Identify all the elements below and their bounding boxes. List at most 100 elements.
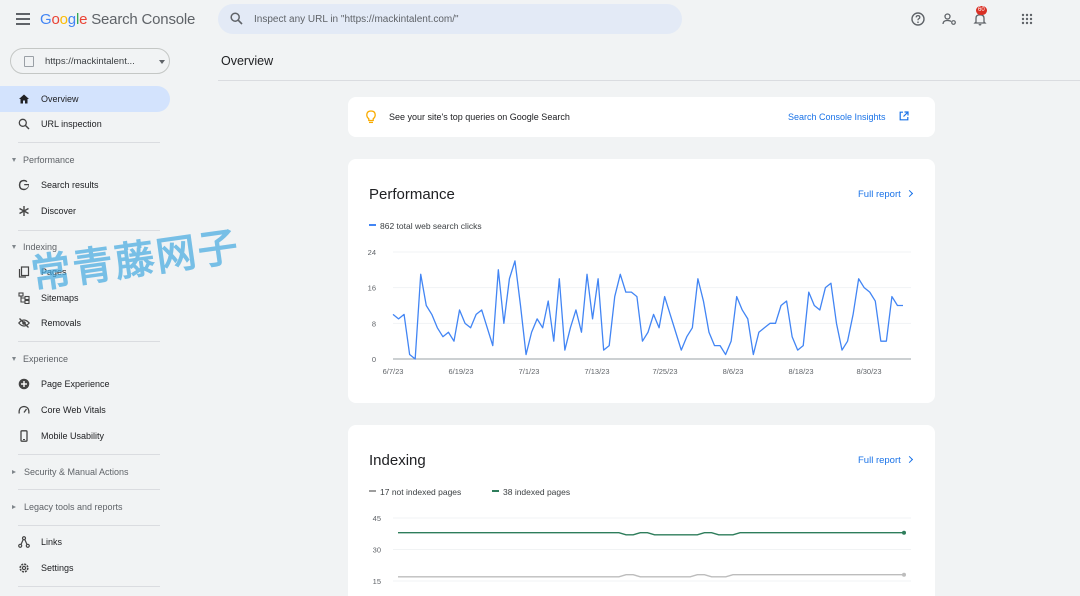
sidebar-item-mobile-usability[interactable]: Mobile Usability bbox=[0, 423, 170, 449]
apps-grid-icon[interactable] bbox=[1018, 10, 1036, 28]
collapse-arrow-icon bbox=[12, 245, 16, 249]
section-title: Security & Manual Actions bbox=[24, 467, 129, 477]
sidebar-item-label: Discover bbox=[41, 206, 77, 216]
chevron-right-icon bbox=[905, 189, 913, 198]
sidebar-item-overview[interactable]: Overview bbox=[0, 86, 170, 112]
url-inspect-input[interactable] bbox=[254, 10, 654, 28]
expand-arrow-icon bbox=[12, 470, 16, 474]
sidebar-item-core-web-vitals[interactable]: Core Web Vitals bbox=[0, 397, 170, 423]
menu-icon[interactable] bbox=[16, 13, 30, 25]
manage-users-icon[interactable] bbox=[940, 10, 958, 28]
sidebar-item-discover[interactable]: Discover bbox=[0, 198, 170, 224]
section-title: Indexing bbox=[23, 242, 58, 252]
sidebar-item-label: Mobile Usability bbox=[41, 431, 105, 441]
url-inspect-bar[interactable] bbox=[218, 4, 682, 34]
legend-swatch bbox=[369, 490, 376, 492]
legend-label: 862 total web search clicks bbox=[380, 221, 482, 231]
sidebar-item-page-experience[interactable]: Page Experience bbox=[0, 371, 170, 397]
open-external-icon[interactable] bbox=[899, 111, 909, 121]
title-divider bbox=[218, 80, 1080, 81]
search-icon bbox=[230, 12, 243, 25]
logo-letter: o bbox=[51, 11, 60, 28]
legend-swatch bbox=[492, 490, 499, 492]
search-icon bbox=[18, 118, 30, 130]
home-icon bbox=[19, 94, 29, 104]
property-selector[interactable]: https://mackintalent... bbox=[10, 48, 170, 74]
sidebar: https://mackintalent... Overview URL ins… bbox=[0, 38, 180, 596]
sidebar-divider bbox=[18, 230, 160, 231]
sidebar-section-performance[interactable]: Performance bbox=[12, 155, 75, 165]
sidebar-item-label: Sitemaps bbox=[41, 293, 79, 303]
x-tick-label: 8/6/23 bbox=[723, 367, 744, 376]
section-title: Legacy tools and reports bbox=[24, 502, 123, 512]
series-end-point bbox=[902, 572, 906, 577]
sidebar-section-indexing[interactable]: Indexing bbox=[12, 242, 57, 252]
sidebar-item-label: Search results bbox=[41, 180, 99, 190]
legend-indexed[interactable]: 38 indexed pages bbox=[492, 487, 570, 497]
y-tick-label: 0 bbox=[372, 355, 376, 364]
logo-letter: G bbox=[40, 11, 52, 28]
sidebar-item-label: URL inspection bbox=[41, 119, 102, 129]
phone-icon bbox=[20, 430, 28, 442]
indexing-full-report-link[interactable]: Full report bbox=[858, 455, 913, 466]
link-label: Full report bbox=[858, 189, 901, 200]
sidebar-item-url-inspection[interactable]: URL inspection bbox=[0, 111, 170, 137]
sidebar-item-label: Links bbox=[41, 537, 63, 547]
x-tick-label: 6/19/23 bbox=[448, 367, 473, 376]
sidebar-item-removals[interactable]: Removals bbox=[0, 310, 170, 336]
logo-letter: l bbox=[75, 11, 80, 28]
x-tick-label: 8/30/23 bbox=[856, 367, 881, 376]
y-tick-label: 15 bbox=[373, 577, 381, 586]
app-logo[interactable]: Google Search Console bbox=[40, 11, 195, 28]
section-title: Experience bbox=[23, 354, 69, 364]
notification-count-badge: 60 bbox=[976, 6, 987, 15]
sidebar-item-search-results[interactable]: Search results bbox=[0, 172, 170, 198]
performance-legend[interactable]: 862 total web search clicks bbox=[369, 221, 482, 231]
x-tick-label: 6/7/23 bbox=[383, 367, 404, 376]
indexing-card: Indexing Full report 17 not indexed page… bbox=[348, 425, 935, 596]
asterisk-icon bbox=[19, 206, 29, 216]
insights-banner: See your site's top queries on Google Se… bbox=[348, 97, 935, 137]
indexing-title: Indexing bbox=[369, 452, 426, 469]
indexed-series-line bbox=[398, 532, 904, 536]
performance-full-report-link[interactable]: Full report bbox=[858, 189, 913, 200]
x-tick-label: 7/1/23 bbox=[519, 367, 540, 376]
y-tick-label: 30 bbox=[373, 546, 381, 555]
sidebar-item-pages[interactable]: Pages bbox=[0, 259, 170, 285]
chevron-down-icon bbox=[159, 60, 165, 64]
y-tick-label: 24 bbox=[368, 248, 376, 257]
collapse-arrow-icon bbox=[12, 158, 16, 162]
sidebar-item-sitemaps[interactable]: Sitemaps bbox=[0, 285, 170, 311]
logo-letter: o bbox=[59, 11, 68, 28]
section-title: Performance bbox=[23, 155, 75, 165]
sidebar-section-experience[interactable]: Experience bbox=[12, 354, 68, 364]
legend-swatch bbox=[369, 224, 376, 226]
sidebar-divider bbox=[18, 454, 160, 455]
chevron-right-icon bbox=[905, 455, 913, 464]
sidebar-item-label: Removals bbox=[41, 318, 82, 328]
help-icon[interactable] bbox=[909, 10, 927, 28]
sidebar-item-label: Overview bbox=[41, 94, 79, 104]
indexing-chart[interactable]: 15 30 45 bbox=[348, 507, 935, 596]
insights-link[interactable]: Search Console Insights bbox=[788, 112, 886, 122]
y-tick-label: 45 bbox=[373, 514, 381, 523]
property-page-icon bbox=[24, 56, 34, 67]
not-indexed-series-line bbox=[398, 573, 904, 578]
pages-icon bbox=[18, 266, 30, 278]
google-g-icon bbox=[18, 179, 30, 191]
plus-circle-icon bbox=[18, 378, 30, 390]
link-label: Full report bbox=[858, 455, 901, 466]
y-tick-label: 8 bbox=[372, 319, 376, 328]
expand-arrow-icon bbox=[12, 505, 16, 509]
sidebar-item-links[interactable]: Links bbox=[0, 529, 170, 555]
page-title: Overview bbox=[221, 54, 274, 68]
performance-chart[interactable]: 0 8 16 24 6/7/23 6/19/23 7/1/23 7/13/23 7/25/23 8… bbox=[348, 239, 935, 379]
sidebar-section-legacy[interactable]: Legacy tools and reports bbox=[12, 502, 123, 512]
sidebar-item-label: Pages bbox=[41, 267, 67, 277]
sidebar-item-settings[interactable]: Settings bbox=[0, 555, 170, 581]
eye-off-icon bbox=[18, 318, 30, 328]
sidebar-item-label: Settings bbox=[41, 563, 74, 573]
legend-not-indexed[interactable]: 17 not indexed pages bbox=[369, 487, 461, 497]
sidebar-section-security[interactable]: Security & Manual Actions bbox=[12, 467, 129, 477]
